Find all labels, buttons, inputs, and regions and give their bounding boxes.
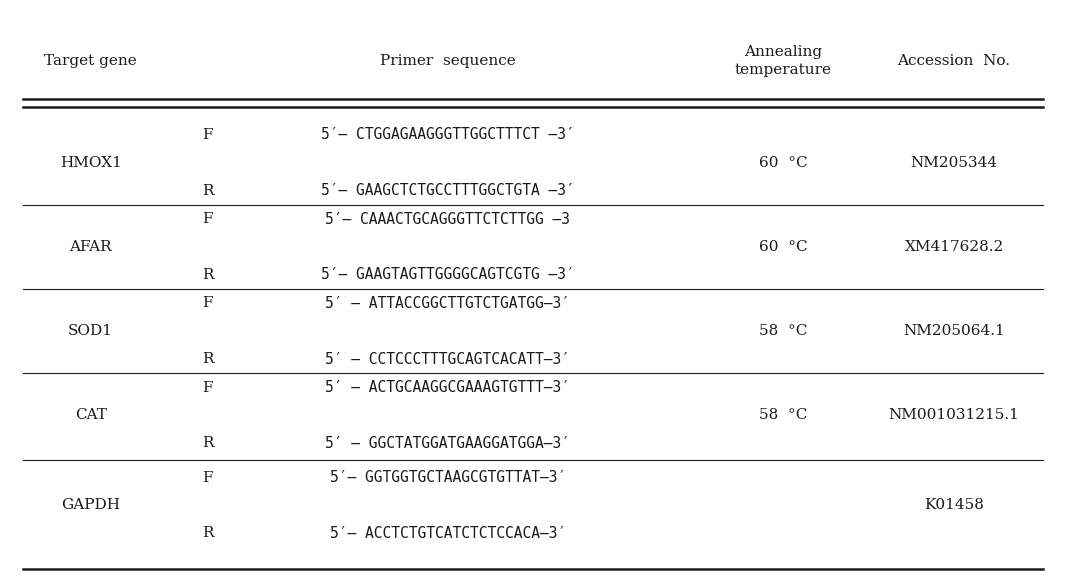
Text: NM205344: NM205344 [910,156,998,170]
Text: 5′– GAAGCTCTGCCTTTGGCTGTA –3′: 5′– GAAGCTCTGCCTTTGGCTGTA –3′ [321,183,575,198]
Text: F: F [203,471,213,485]
Text: GAPDH: GAPDH [61,498,120,512]
Text: F: F [203,128,213,142]
Text: 5′ – ACTGCAAGGCGAAAGTGTTT–3′: 5′ – ACTGCAAGGCGAAAGTGTTT–3′ [325,380,570,395]
Text: K01458: K01458 [924,498,984,512]
Text: F: F [203,296,213,310]
Text: NM001031215.1: NM001031215.1 [889,408,1019,422]
Text: AFAR: AFAR [69,240,112,254]
Text: 60  °C: 60 °C [759,156,808,170]
Text: Target gene: Target gene [44,54,138,68]
Text: 60  °C: 60 °C [759,240,808,254]
Text: NM205064.1: NM205064.1 [903,324,1005,338]
Text: 5′ – ATTACCGGCTTGTCTGATGG–3′: 5′ – ATTACCGGCTTGTCTGATGG–3′ [325,296,570,311]
Text: R: R [203,268,213,282]
Text: 58  °C: 58 °C [759,324,808,338]
Text: F: F [203,212,213,226]
Text: 5′– CTGGAGAAGGGTTGGCTTTCT –3′: 5′– CTGGAGAAGGGTTGGCTTTCT –3′ [321,127,575,142]
Text: Primer  sequence: Primer sequence [379,54,516,68]
Text: 5′– CAAACTGCAGGGTTCTCTTGG –3: 5′– CAAACTGCAGGGTTCTCTTGG –3 [325,211,570,227]
Text: R: R [203,526,213,540]
Text: Annealing
temperature: Annealing temperature [736,45,831,77]
Text: R: R [203,352,213,366]
Text: R: R [203,184,213,198]
Text: R: R [203,436,213,450]
Text: 58  °C: 58 °C [759,408,808,422]
Text: 5′ – GGCTATGGATGAAGGATGGA–3′: 5′ – GGCTATGGATGAAGGATGGA–3′ [325,436,570,451]
Text: 5′– GGTGGTGCTAAGCGTGTTAT–3′: 5′– GGTGGTGCTAAGCGTGTTAT–3′ [329,470,566,485]
Text: HMOX1: HMOX1 [60,156,122,170]
Text: 5′– ACCTCTGTCATCTCTCCACA–3′: 5′– ACCTCTGTCATCTCTCCACA–3′ [329,526,566,541]
Text: XM417628.2: XM417628.2 [904,240,1004,254]
Text: F: F [203,381,213,394]
Text: SOD1: SOD1 [68,324,113,338]
Text: 5′– GAAGTAGTTGGGGCAGTCGTG –3′: 5′– GAAGTAGTTGGGGCAGTCGTG –3′ [321,267,575,282]
Text: CAT: CAT [75,408,107,422]
Text: 5′ – CCTCCCTTTGCAGTCACATT–3′: 5′ – CCTCCCTTTGCAGTCACATT–3′ [325,352,570,367]
Text: Accession  No.: Accession No. [898,54,1011,68]
